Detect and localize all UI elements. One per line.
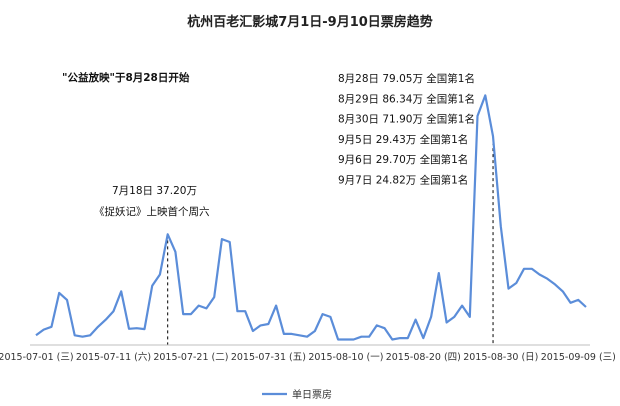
annotation-peak1-line2: 《捉妖记》上映首个周六 (94, 205, 210, 218)
annotation-charity-screening: "公益放映"于8月28日开始 (62, 71, 190, 84)
series-line-single-day-box-office (35, 94, 587, 341)
annotation-peak2-line: 8月28日 79.05万 全国第1名 (338, 72, 475, 85)
x-axis-ticks: 2015-07-01 (三) 2015-07-11 (六) 2015-07-21 (… (0, 351, 616, 363)
annotation-peak2-line: 9月7日 24.82万 全国第1名 (338, 174, 468, 187)
x-tick-label: 2015-07-11 (六) (76, 351, 151, 363)
legend: 单日票房 (262, 388, 332, 401)
x-tick-label: 2015-07-31 (五) (231, 352, 306, 363)
annotation-peak2-line: 8月29日 86.34万 全国第1名 (338, 92, 475, 105)
x-tick-label: 2015-07-01 (三) (0, 352, 74, 363)
x-tick-label: 2015-08-30 (日) (463, 352, 538, 363)
annotation-peak1-line1: 7月18日 37.20万 (112, 185, 197, 197)
annotation-peak2-line: 9月5日 29.43万 全国第1名 (338, 133, 468, 146)
x-tick-label: 2015-08-10 (一) (308, 352, 383, 363)
x-tick-label: 2015-07-21 (二) (153, 352, 228, 363)
x-tick-label: 2015-08-20 (四) (386, 352, 461, 363)
chart-title: 杭州百老汇影城7月1日-9月10日票房趋势 (187, 14, 433, 30)
annotation-peak2-group: 8月28日 79.05万 全国第1名 8月29日 86.34万 全国第1名 8月30… (338, 72, 475, 187)
annotation-peak2-line: 8月30日 71.90万 全国第1名 (338, 113, 475, 126)
legend-label: 单日票房 (292, 388, 332, 401)
x-tick-label: 2015-09-09 (三) (541, 352, 616, 363)
annotation-peak2-line: 9月6日 29.70万 全国第1名 (338, 153, 468, 166)
